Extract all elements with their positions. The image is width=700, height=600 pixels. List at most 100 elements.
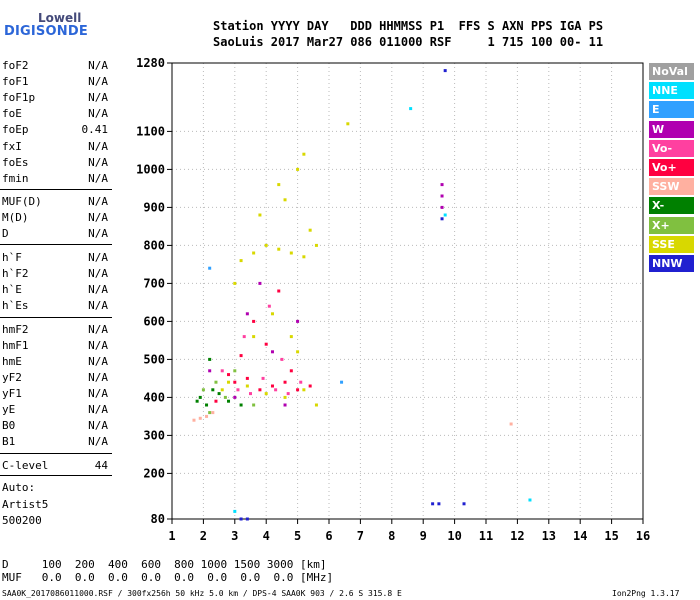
parameter-name: foF1 bbox=[2, 75, 29, 88]
parameter-name: foE bbox=[2, 107, 22, 120]
data-point-voplus bbox=[245, 376, 249, 380]
parameter-name: foF1p bbox=[2, 91, 36, 104]
parameter-name: hmE bbox=[2, 355, 22, 368]
parameter-value: N/A bbox=[88, 140, 108, 153]
parameter-row: hmF2 N/A bbox=[0, 323, 108, 337]
parameter-row: foEp 0.41 bbox=[0, 123, 108, 137]
data-point-w bbox=[440, 205, 444, 209]
auto-artist: Artist5 bbox=[2, 498, 49, 511]
file-info-footer: SAA0K_2017086011000.RSF / 300fx256h 50 k… bbox=[2, 589, 402, 598]
data-point-voplus bbox=[308, 384, 312, 388]
legend-item-e: E bbox=[649, 101, 694, 119]
parameter-name: C-level bbox=[2, 459, 49, 472]
parameter-row: D N/A bbox=[0, 227, 108, 241]
legend-item-x-plus: X+ bbox=[649, 216, 694, 234]
separator-line bbox=[0, 189, 112, 190]
data-point-xplus bbox=[252, 403, 256, 407]
data-point-sse bbox=[252, 251, 256, 255]
data-point-sse bbox=[227, 380, 231, 384]
data-point-sse bbox=[277, 183, 281, 187]
parameter-name: yF1 bbox=[2, 387, 22, 400]
data-point-xplus bbox=[201, 388, 205, 392]
data-point-xminus bbox=[211, 388, 215, 392]
data-point-nnw bbox=[437, 502, 441, 506]
parameter-row: B1 N/A bbox=[0, 435, 108, 449]
parameter-name: foEp bbox=[2, 123, 29, 136]
parameter-row: M(D) N/A bbox=[0, 211, 108, 225]
parameter-row: foF1 N/A bbox=[0, 75, 108, 89]
data-point-w bbox=[440, 194, 444, 198]
data-point-xminus bbox=[195, 399, 199, 403]
parameter-name: D bbox=[2, 227, 9, 240]
data-point-e bbox=[340, 380, 344, 384]
parameter-value: N/A bbox=[88, 387, 108, 400]
x-tick-label: 12 bbox=[510, 529, 524, 543]
data-point-w bbox=[283, 403, 287, 407]
data-point-sse bbox=[296, 350, 300, 354]
version-footer: Ion2Png 1.3.17 bbox=[612, 589, 680, 598]
data-point-nnw bbox=[443, 69, 447, 73]
data-point-nne bbox=[443, 213, 447, 217]
data-point-vominus bbox=[274, 388, 278, 392]
data-point-w bbox=[296, 319, 300, 323]
parameter-row: h`E N/A bbox=[0, 283, 108, 297]
data-point-w bbox=[258, 281, 262, 285]
x-tick-label: 7 bbox=[357, 529, 364, 543]
separator-line bbox=[0, 244, 112, 245]
parameter-row: B0 N/A bbox=[0, 419, 108, 433]
x-tick-label: 2 bbox=[200, 529, 207, 543]
data-point-sse bbox=[289, 251, 293, 255]
legend-item-noval: NoVal bbox=[649, 63, 694, 80]
data-point-sse bbox=[245, 384, 249, 388]
data-point-voplus bbox=[227, 373, 231, 377]
data-point-w bbox=[245, 312, 249, 316]
x-tick-label: 10 bbox=[447, 529, 461, 543]
parameter-row: yE N/A bbox=[0, 403, 108, 417]
parameter-name: foF2 bbox=[2, 59, 29, 72]
parameter-value: N/A bbox=[88, 107, 108, 120]
separator-line bbox=[0, 317, 112, 318]
parameter-value: N/A bbox=[88, 195, 108, 208]
data-point-voplus bbox=[258, 388, 262, 392]
x-tick-label: 4 bbox=[263, 529, 270, 543]
parameter-value: N/A bbox=[88, 403, 108, 416]
y-tick-label: 600 bbox=[143, 314, 165, 328]
parameter-value: N/A bbox=[88, 211, 108, 224]
x-tick-label: 1 bbox=[168, 529, 175, 543]
parameter-row: foF1p N/A bbox=[0, 91, 108, 105]
parameter-row: yF1 N/A bbox=[0, 387, 108, 401]
data-point-voplus bbox=[264, 342, 268, 346]
data-point-sse bbox=[289, 335, 293, 339]
logo-lowell: Lowell bbox=[38, 11, 82, 25]
data-point-sse bbox=[283, 395, 287, 399]
data-point-xplus bbox=[208, 411, 212, 415]
legend-item-vo-plus: Vo+ bbox=[649, 159, 694, 176]
parameter-value: N/A bbox=[88, 172, 108, 185]
parameter-name: h`E bbox=[2, 283, 22, 296]
y-tick-label: 800 bbox=[143, 238, 165, 252]
data-point-vominus bbox=[249, 392, 252, 396]
data-point-vominus bbox=[280, 357, 284, 361]
parameter-value: N/A bbox=[88, 419, 108, 432]
data-point-nnw bbox=[239, 517, 243, 521]
data-point-vominus bbox=[299, 380, 303, 384]
data-point-vominus bbox=[286, 392, 290, 396]
legend-item-nne: NNE bbox=[649, 82, 694, 100]
distance-row: D 100 200 400 600 800 1000 1500 3000 [km… bbox=[2, 558, 327, 571]
parameter-value: N/A bbox=[88, 91, 108, 104]
x-tick-label: 3 bbox=[231, 529, 238, 543]
parameter-value: N/A bbox=[88, 267, 108, 280]
x-tick-label: 8 bbox=[388, 529, 395, 543]
parameter-name: yF2 bbox=[2, 371, 22, 384]
data-point-sse bbox=[302, 152, 306, 156]
data-point-nne bbox=[233, 509, 237, 513]
data-point-sse bbox=[346, 122, 350, 126]
data-point-voplus bbox=[296, 388, 300, 392]
data-point-voplus bbox=[283, 380, 287, 384]
auto-code: 500200 bbox=[2, 514, 42, 527]
data-point-ssw bbox=[205, 414, 209, 418]
data-point-nne bbox=[528, 498, 532, 502]
parameter-value: N/A bbox=[88, 283, 108, 296]
parameter-value: 0.41 bbox=[81, 123, 109, 136]
